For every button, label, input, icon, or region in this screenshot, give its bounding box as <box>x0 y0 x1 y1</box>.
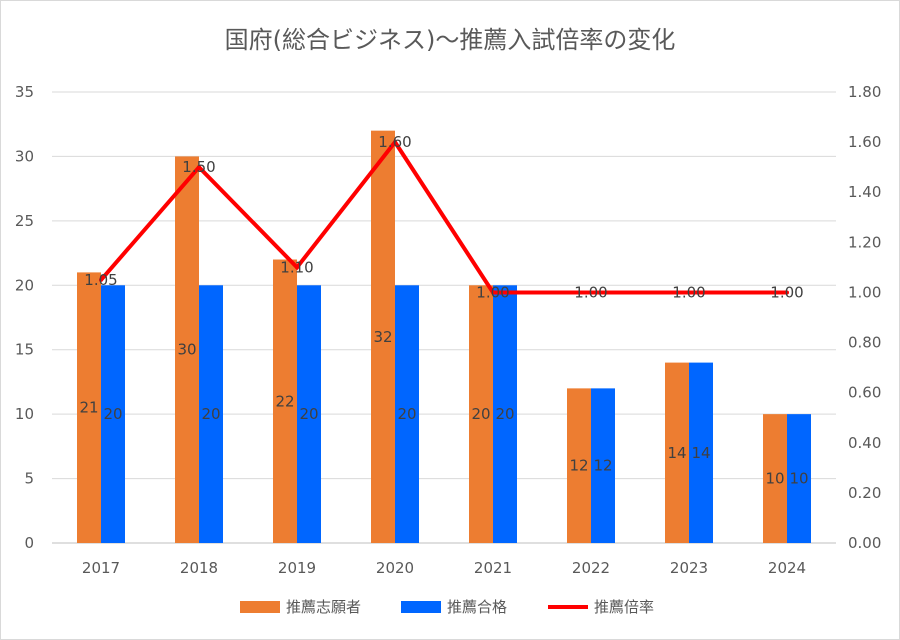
bar-passed <box>591 388 615 543</box>
right-tick-label: 0.20 <box>848 484 881 502</box>
ratio-value-label: 1.60 <box>378 133 411 151</box>
bar-passed <box>199 285 223 543</box>
right-tick-label: 1.00 <box>848 283 881 301</box>
ratio-line <box>99 138 787 295</box>
x-tick-label: 2017 <box>82 559 120 577</box>
bar-applicants <box>763 414 787 543</box>
x-tick-label: 2024 <box>768 559 806 577</box>
x-tick-label: 2020 <box>376 559 414 577</box>
ratio-point <box>491 290 495 295</box>
bar-passed <box>493 285 517 543</box>
bar-applicants <box>273 259 297 543</box>
ratio-value-label: 1.10 <box>280 258 313 276</box>
ratio-point <box>589 290 593 295</box>
ratio-point <box>393 140 397 145</box>
ratio-point <box>687 290 691 295</box>
bar-applicants <box>567 388 591 543</box>
line-series <box>99 138 789 295</box>
legend-label: 推薦合格 <box>447 598 507 616</box>
left-tick-label: 15 <box>15 341 34 359</box>
right-tick-label: 0.80 <box>848 334 881 352</box>
bar-value-label: 20 <box>471 405 490 423</box>
bar-value-label: 10 <box>765 470 784 488</box>
right-axis: 0.00 0.20 0.40 0.60 0.80 1.00 1.20 1.40 1.60 1.80 <box>848 83 881 552</box>
ratio-value-label: 1.00 <box>476 283 509 301</box>
x-tick-label: 2018 <box>180 559 218 577</box>
right-tick-label: 1.20 <box>848 233 881 251</box>
bar-value-label: 20 <box>397 405 416 423</box>
bar-applicants <box>665 362 689 543</box>
right-tick-label: 1.40 <box>848 183 881 201</box>
ratio-point <box>785 290 789 295</box>
bar-value-label: 14 <box>667 444 686 462</box>
left-tick-label: 35 <box>15 83 34 101</box>
bar-series <box>77 130 811 543</box>
bar-passed <box>395 285 419 543</box>
ratio-value-label: 1.00 <box>574 283 607 301</box>
bar-value-label: 20 <box>299 405 318 423</box>
ratio-value-label: 1.00 <box>672 283 705 301</box>
bar-applicants <box>469 285 493 543</box>
left-axis: 0 5 10 15 20 25 30 35 <box>15 83 34 552</box>
bar-value-label: 30 <box>177 341 196 359</box>
bar-value-label: 21 <box>79 399 98 417</box>
right-tick-label: 1.60 <box>848 133 881 151</box>
data-labels: 21 30 22 32 20 12 14 10 20 20 20 20 20 12 14 10 1.05 1.50… <box>79 133 808 487</box>
legend-swatch <box>240 601 280 613</box>
x-tick-label: 2022 <box>572 559 610 577</box>
x-tick-label: 2023 <box>670 559 708 577</box>
right-tick-label: 1.80 <box>848 83 881 101</box>
ratio-point <box>295 265 299 270</box>
legend-label: 推薦倍率 <box>594 598 654 616</box>
bar-applicants <box>371 130 395 543</box>
left-tick-label: 5 <box>24 470 34 488</box>
x-axis: 2017 2018 2019 2020 2021 2022 2023 2024 <box>82 559 806 577</box>
ratio-value-label: 1.00 <box>770 283 803 301</box>
bar-passed <box>101 285 125 543</box>
bar-value-label: 12 <box>593 457 612 475</box>
ratio-point <box>99 277 103 282</box>
legend: 推薦志願者 推薦合格 推薦倍率 <box>240 598 654 616</box>
legend-swatch <box>401 601 441 613</box>
ratio-value-label: 1.05 <box>84 271 117 289</box>
left-tick-label: 0 <box>24 534 34 552</box>
bar-value-label: 14 <box>691 444 710 462</box>
ratio-value-label: 1.50 <box>182 158 215 176</box>
bar-value-label: 12 <box>569 457 588 475</box>
bar-value-label: 10 <box>789 470 808 488</box>
left-tick-label: 20 <box>15 276 34 294</box>
ratio-point <box>197 165 201 170</box>
bar-applicants <box>77 272 101 543</box>
bar-passed <box>689 362 713 543</box>
left-tick-label: 25 <box>15 212 34 230</box>
gridlines <box>52 91 836 544</box>
chart-title: 国府(総合ビジネス)〜推薦入試倍率の変化 <box>225 26 676 54</box>
bar-applicants <box>175 156 199 543</box>
bar-value-label: 20 <box>103 405 122 423</box>
bar-value-label: 20 <box>495 405 514 423</box>
bar-passed <box>297 285 321 543</box>
left-tick-label: 10 <box>15 405 34 423</box>
legend-label: 推薦志願者 <box>286 598 361 616</box>
right-tick-label: 0.40 <box>848 434 881 452</box>
x-tick-label: 2021 <box>474 559 512 577</box>
bar-passed <box>787 414 811 543</box>
bar-value-label: 22 <box>275 392 294 410</box>
right-tick-label: 0.00 <box>848 534 881 552</box>
x-tick-label: 2019 <box>278 559 316 577</box>
bar-value-label: 32 <box>373 328 392 346</box>
bar-value-label: 20 <box>201 405 220 423</box>
right-tick-label: 0.60 <box>848 384 881 402</box>
left-tick-label: 30 <box>15 147 34 165</box>
